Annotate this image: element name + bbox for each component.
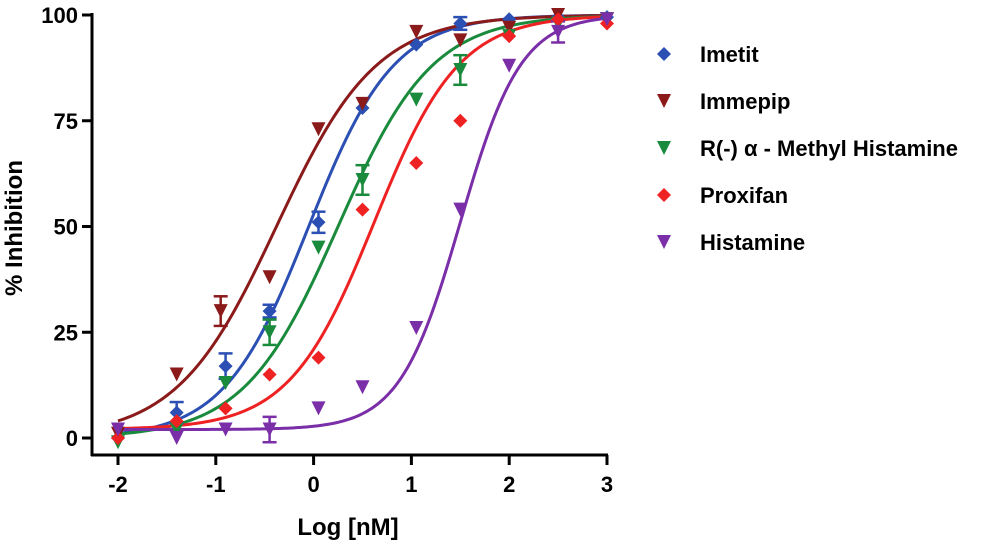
- legend-marker-3: [657, 188, 671, 202]
- series-3-point: [409, 156, 424, 171]
- x-axis-ticks: -2 -1 0 1 2 3: [108, 455, 613, 497]
- series-4-point: [453, 202, 468, 217]
- y-tick-label: 75: [54, 109, 78, 134]
- legend-item: Histamine: [657, 230, 805, 255]
- series-0-point: [262, 304, 277, 319]
- series-4-point: [311, 401, 326, 416]
- legend-label: R(-) α - Methyl Histamine: [700, 136, 958, 161]
- x-tick-label: 0: [307, 472, 319, 497]
- legend-label: Histamine: [700, 230, 805, 255]
- y-axis-title: % Inhibition: [1, 160, 28, 296]
- series-3-point: [502, 29, 517, 44]
- legend-marker-0: [657, 47, 671, 61]
- series-3-point: [262, 367, 277, 382]
- series-4-point: [111, 422, 125, 437]
- series-1-point: [311, 122, 326, 137]
- x-tick-label: -2: [108, 472, 128, 497]
- series-2-point: [169, 422, 184, 437]
- series-1-point: [355, 96, 370, 111]
- series-3-point: [551, 12, 566, 27]
- series-4-point: [551, 24, 566, 39]
- series-1-point: [262, 270, 277, 285]
- series-3-fit-curve: [117, 15, 608, 431]
- y-tick-label: 50: [54, 215, 78, 240]
- legend-label: Imetit: [700, 42, 759, 67]
- series-4-point: [409, 321, 424, 336]
- series-2-point: [453, 62, 468, 77]
- y-tick-label: 100: [41, 3, 78, 28]
- series-4-point: [218, 422, 233, 437]
- x-tick-label: 3: [601, 472, 613, 497]
- series-4-fit-curve: [118, 16, 608, 432]
- series-3-point: [453, 113, 468, 128]
- series-1-point: [169, 367, 184, 382]
- series-1-point: [409, 24, 424, 39]
- x-tick-label: 2: [503, 472, 515, 497]
- legend-item: Immepip: [657, 89, 790, 114]
- series-4-point: [600, 12, 614, 27]
- series-0-point: [311, 215, 326, 230]
- series-4-point: [169, 431, 184, 445]
- fit-curves: [117, 13, 608, 436]
- y-tick-label: 25: [54, 320, 78, 345]
- legend-label: Proxifan: [700, 183, 788, 208]
- series-2-point: [409, 92, 424, 107]
- series-1-point: [453, 33, 468, 48]
- y-tick-label: 0: [66, 426, 78, 451]
- legend-item: Imetit: [657, 42, 759, 67]
- legend-label: Immepip: [700, 89, 790, 114]
- data-markers: [111, 8, 614, 450]
- legend-item: R(-) α - Methyl Histamine: [657, 136, 958, 161]
- series-1-point: [502, 20, 517, 35]
- series-3-point: [311, 350, 326, 365]
- x-tick-label: 1: [405, 472, 417, 497]
- series-0-point: [453, 16, 468, 31]
- series-1-point: [213, 304, 228, 319]
- series-4-point: [355, 380, 370, 395]
- x-tick-label: -1: [206, 472, 226, 497]
- series-3-point: [355, 202, 370, 217]
- y-axis-ticks: 0 25 50 75 100: [41, 3, 92, 451]
- series-3-point: [169, 414, 184, 429]
- legend-marker-2: [657, 141, 671, 155]
- series-4-point: [262, 422, 277, 437]
- legend-marker-1: [657, 94, 671, 108]
- legend: Imetit Immepip R(-) α - Methyl Histamine Pr…: [657, 42, 958, 255]
- series-2-point: [218, 376, 233, 391]
- legend-item: Proxifan: [657, 183, 788, 208]
- series-0-point: [409, 37, 424, 52]
- series-2-point: [311, 240, 326, 255]
- series-4-point: [502, 58, 517, 73]
- series-3-point: [218, 401, 233, 416]
- series-3-point: [111, 431, 125, 445]
- series-2-point: [355, 172, 370, 187]
- x-axis-title: Log [nM]: [297, 514, 398, 541]
- series-0-point: [169, 405, 184, 420]
- series-0-point: [218, 359, 233, 374]
- legend-marker-4: [657, 235, 671, 249]
- series-1-fit-curve: [117, 14, 608, 423]
- series-2-point: [262, 325, 277, 340]
